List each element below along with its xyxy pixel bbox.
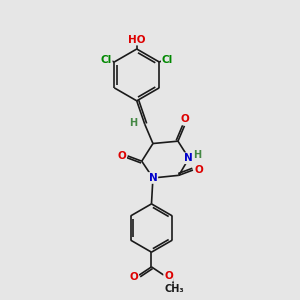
- Text: Cl: Cl: [162, 55, 173, 64]
- Text: CH₃: CH₃: [165, 284, 184, 294]
- Text: O: O: [164, 271, 173, 281]
- Text: N: N: [148, 173, 157, 183]
- Text: N: N: [184, 153, 193, 163]
- Text: H: H: [129, 118, 138, 128]
- Text: O: O: [180, 114, 189, 124]
- Text: O: O: [194, 165, 203, 175]
- Text: O: O: [129, 272, 138, 282]
- Text: H: H: [193, 150, 201, 160]
- Text: HO: HO: [128, 34, 146, 45]
- Text: O: O: [117, 151, 126, 161]
- Text: Cl: Cl: [100, 55, 112, 64]
